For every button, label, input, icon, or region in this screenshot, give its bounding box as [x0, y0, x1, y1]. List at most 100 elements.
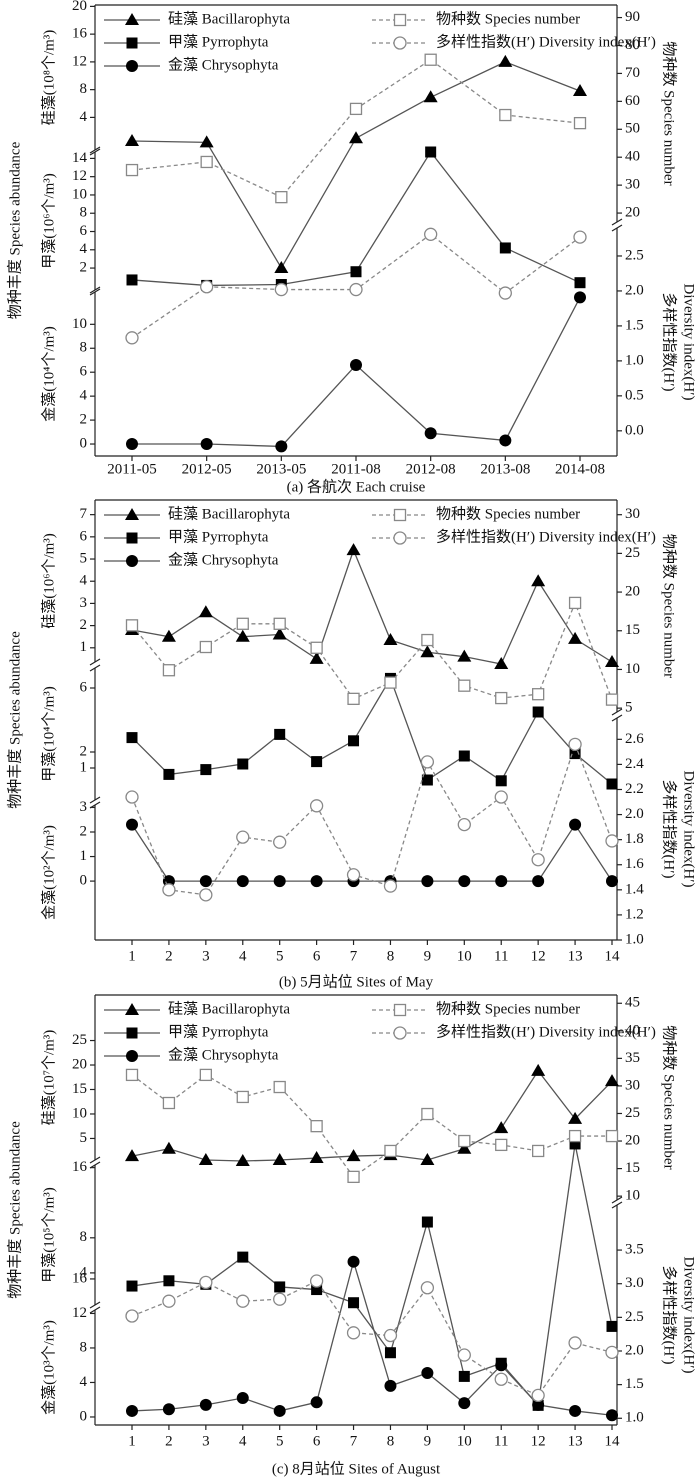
marker: [273, 835, 287, 849]
legend-label: 金藻 Chrysophyta: [168, 56, 279, 73]
marker: [125, 163, 139, 177]
axis-label: 多样性指数(H′): [661, 292, 678, 391]
marker: [236, 1090, 249, 1104]
marker: [273, 1404, 286, 1417]
marker: [424, 53, 437, 66]
marker: [383, 879, 398, 893]
y-tick-label: 12: [72, 1305, 87, 1321]
marker: [198, 1153, 213, 1165]
marker: [531, 853, 545, 867]
legend-marker: [393, 1026, 407, 1040]
marker: [569, 1138, 581, 1150]
y-tick-label: 2.5: [625, 1309, 644, 1325]
legend-label: 物种数 Species number: [436, 505, 580, 522]
y-tick-label: 20: [72, 0, 87, 14]
marker: [274, 1281, 286, 1293]
y-tick-label: 1: [80, 759, 88, 775]
y-tick-label: 80: [625, 37, 640, 53]
y-tick-label: 16: [72, 1159, 88, 1175]
marker: [605, 1129, 619, 1143]
legend-marker: [393, 1003, 407, 1017]
marker: [568, 631, 583, 644]
marker: [568, 1111, 583, 1124]
series-line: [131, 742, 613, 896]
y-tick-label: 2: [80, 412, 88, 428]
marker: [274, 260, 289, 273]
y-tick-label: 0: [80, 873, 88, 889]
marker: [494, 1121, 509, 1134]
y-tick-label: 3.0: [625, 1275, 644, 1291]
marker: [126, 1280, 138, 1292]
y-tick-label: 16: [72, 1270, 88, 1286]
y-tick-label: 2.0: [625, 282, 644, 298]
y-tick-label: 2: [80, 823, 88, 839]
y-tick-label: 4: [80, 109, 88, 125]
marker: [569, 818, 582, 831]
marker: [384, 1144, 397, 1158]
marker: [200, 438, 213, 451]
axis-label: 物种数 Species number: [661, 41, 678, 185]
series-line: [131, 1259, 613, 1416]
panel: 48121620硅藻(10⁸个/m³)2468101214甲藻(10⁶个/m³)…: [6, 0, 696, 495]
marker: [458, 1134, 471, 1148]
y-tick-label: 50: [625, 121, 640, 137]
x-tick-label: 6: [313, 948, 321, 964]
y-tick-label: 2.4: [625, 756, 644, 772]
marker: [424, 427, 437, 440]
series-line: [131, 1280, 613, 1397]
marker: [199, 1068, 212, 1082]
y-title: 物种丰度 Species abundance: [6, 141, 23, 319]
y-tick-label: 6: [80, 528, 88, 544]
marker: [498, 286, 512, 300]
marker: [273, 1080, 286, 1094]
marker: [200, 155, 213, 169]
y-title: 物种丰度 Species abundance: [6, 631, 23, 809]
x-tick-label: 12: [531, 948, 546, 964]
marker: [236, 830, 250, 844]
x-tick-label: 12: [531, 1433, 546, 1449]
marker: [199, 1398, 212, 1411]
legend-label: 甲藻 Pyrrophyta: [168, 1023, 269, 1040]
marker: [425, 146, 437, 158]
y-tick-label: 4: [80, 241, 88, 257]
legend-label: 多样性指数(H′) Diversity index(H′): [436, 1023, 656, 1040]
marker: [161, 629, 176, 642]
marker: [606, 1320, 618, 1332]
marker: [421, 774, 433, 786]
y-tick-label: 10: [72, 316, 87, 332]
marker: [531, 1388, 545, 1403]
x-tick-label: 2013-08: [480, 461, 530, 477]
series-line: [131, 1143, 613, 1407]
x-tick-label: 14: [605, 948, 621, 964]
marker: [605, 693, 619, 706]
y-tick-label: 10: [625, 1188, 640, 1204]
legend-label: 多样性指数(H′) Diversity index(H′): [436, 33, 656, 50]
y-tick-label: 14: [72, 150, 88, 166]
marker: [573, 230, 587, 244]
y-tick-label: 25: [72, 1032, 87, 1048]
legend-label: 物种数 Species number: [436, 1000, 580, 1017]
marker: [273, 875, 286, 888]
marker: [199, 875, 212, 888]
marker: [237, 1251, 249, 1263]
caption: (a) 各航次 Each cruise: [287, 478, 426, 495]
axis-break: [89, 146, 101, 154]
y-tick-label: 40: [625, 1022, 640, 1038]
marker: [424, 227, 438, 241]
axis-break: [89, 1301, 101, 1309]
marker: [346, 543, 361, 556]
marker: [311, 756, 323, 768]
marker: [162, 1294, 176, 1308]
marker: [309, 799, 324, 813]
marker: [235, 1153, 250, 1166]
marker: [606, 875, 618, 888]
y-tick-label: 35: [625, 1050, 640, 1066]
marker: [309, 1274, 324, 1288]
marker: [199, 888, 213, 902]
marker: [568, 1129, 582, 1143]
marker: [162, 1096, 176, 1110]
y-tick-label: 4: [80, 1264, 88, 1280]
marker: [310, 1396, 323, 1409]
marker: [272, 1153, 287, 1165]
y-tick-label: 5: [625, 700, 633, 716]
